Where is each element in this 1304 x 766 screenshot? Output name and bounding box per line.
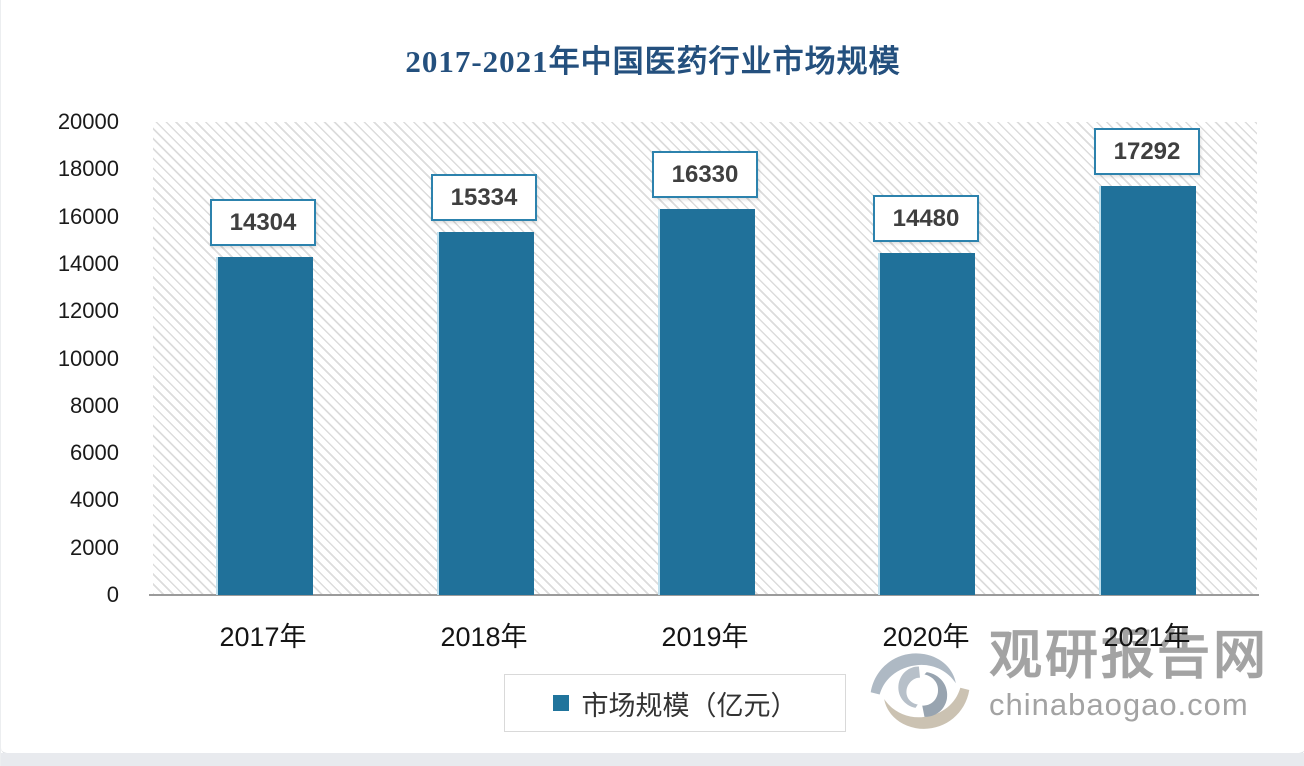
y-tick-label: 2000 <box>70 534 119 560</box>
y-tick-label: 14000 <box>57 250 119 276</box>
y-tick-label: 0 <box>106 582 119 607</box>
value-label: 14480 <box>873 195 979 242</box>
y-tick-label: 8000 <box>70 392 119 418</box>
y-tick-label: 20000 <box>57 109 119 134</box>
bar-2021年 <box>1099 186 1196 595</box>
watermark: 观研报告网 chinabaogao.com <box>859 626 1269 746</box>
y-tick-label: 18000 <box>57 156 119 182</box>
watermark-text: 观研报告网 chinabaogao.com <box>989 626 1269 723</box>
bar-2019年 <box>658 209 755 595</box>
watermark-site-url: chinabaogao.com <box>989 686 1249 722</box>
x-tick-label: 2018年 <box>440 622 528 652</box>
bar-2017年 <box>216 257 313 595</box>
legend-label: 市场规模（亿元） <box>581 690 798 721</box>
legend: 市场规模（亿元） <box>504 674 846 732</box>
page-bottom-edge <box>1 753 1304 766</box>
chart-title: 2017-2021年中国医药行业市场规模 <box>405 44 901 79</box>
value-label: 14304 <box>210 199 316 246</box>
bar-2020年 <box>878 253 975 595</box>
bar-2018年 <box>437 232 534 595</box>
x-tick-label: 2020年 <box>882 622 970 652</box>
value-label: 15334 <box>431 174 537 221</box>
y-tick-label: 4000 <box>70 487 119 513</box>
watermark-site-name: 观研报告网 <box>989 626 1269 685</box>
swirl-logo-icon <box>870 653 970 729</box>
x-axis-line <box>149 594 1259 596</box>
value-label: 16330 <box>652 151 758 198</box>
value-label: 17292 <box>1094 128 1200 175</box>
y-tick-label: 12000 <box>57 298 119 324</box>
y-tick-label: 10000 <box>57 345 119 371</box>
x-tick-label: 2021年 <box>1103 622 1191 652</box>
legend-marker-icon <box>552 695 569 711</box>
x-tick-label: 2019年 <box>661 622 749 652</box>
y-tick-label: 16000 <box>57 203 119 229</box>
y-tick-label: 6000 <box>70 440 119 466</box>
x-tick-label: 2017年 <box>219 622 307 652</box>
